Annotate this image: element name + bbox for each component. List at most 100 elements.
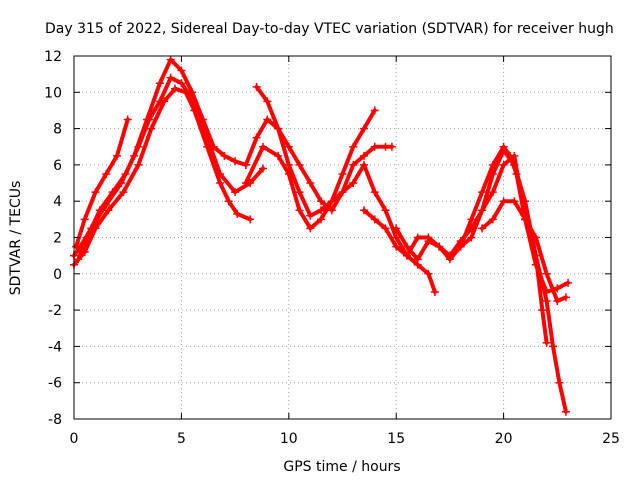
data-point-marker <box>74 255 83 264</box>
data-point-marker <box>521 215 530 224</box>
data-point-marker <box>177 66 186 75</box>
data-point-marker <box>370 142 379 151</box>
data-point-marker <box>370 215 379 224</box>
data-point-marker <box>274 124 283 133</box>
data-point-marker <box>435 242 444 251</box>
series-satellite-track-4 <box>72 115 132 251</box>
data-point-marker <box>274 151 283 160</box>
data-point-marker <box>531 251 540 260</box>
data-series <box>70 55 573 416</box>
y-tick-label: -8 <box>48 412 62 428</box>
data-point-marker <box>387 142 396 151</box>
data-point-marker <box>166 73 175 82</box>
data-point-marker <box>155 79 164 88</box>
data-point-marker <box>531 233 540 242</box>
data-point-marker <box>424 269 433 278</box>
data-point-marker <box>80 215 89 224</box>
series-satellite-track-11 <box>478 197 570 306</box>
y-tick-label: 12 <box>44 49 62 65</box>
series-satellite-track-7 <box>241 142 439 296</box>
data-point-marker <box>349 160 358 169</box>
x-tick-label: 0 <box>70 431 79 447</box>
data-point-marker <box>542 269 551 278</box>
data-point-marker <box>359 206 368 215</box>
series-satellite-track-2 <box>70 84 255 269</box>
data-point-marker <box>82 233 91 242</box>
data-point-marker <box>284 160 293 169</box>
data-point-marker <box>467 215 476 224</box>
x-axis: 0 5 10 15 20 25 <box>70 56 620 447</box>
y-axis-label: SDTVAR / TECUs <box>8 181 24 296</box>
data-point-marker <box>359 160 368 169</box>
x-axis-label: GPS time / hours <box>283 459 400 475</box>
y-tick-label: -4 <box>48 339 62 355</box>
data-point-marker <box>478 224 487 233</box>
data-point-marker <box>306 211 315 220</box>
data-point-marker <box>317 215 326 224</box>
data-point-marker <box>224 197 233 206</box>
data-point-marker <box>561 293 570 302</box>
series-line <box>254 84 377 218</box>
x-tick-label: 10 <box>280 431 298 447</box>
data-point-marker <box>349 179 358 188</box>
data-point-marker <box>392 242 401 251</box>
data-point-marker <box>112 151 121 160</box>
data-point-marker <box>555 378 564 387</box>
grid <box>74 56 611 419</box>
series-satellite-track-10 <box>456 151 570 416</box>
series-line <box>72 57 248 258</box>
series-line <box>243 144 437 294</box>
data-point-marker <box>72 242 81 251</box>
data-point-marker <box>445 251 454 260</box>
data-point-marker <box>134 142 143 151</box>
data-point-marker <box>370 188 379 197</box>
y-tick-label: 6 <box>53 158 62 174</box>
data-point-marker <box>413 233 422 242</box>
x-tick-label: 20 <box>495 431 513 447</box>
data-point-marker <box>246 215 255 224</box>
data-point-marker <box>338 188 347 197</box>
data-point-marker <box>510 197 519 206</box>
y-tick-label: 2 <box>53 231 62 247</box>
data-point-marker <box>542 297 551 306</box>
data-point-marker <box>338 169 347 178</box>
y-tick-label: -6 <box>48 376 62 392</box>
chart-title: Day 315 of 2022, Sidereal Day-to-day VTE… <box>45 21 614 37</box>
data-point-marker <box>349 142 358 151</box>
data-point-marker <box>478 188 487 197</box>
data-point-marker <box>102 169 111 178</box>
data-point-marker <box>392 224 401 233</box>
data-point-marker <box>177 79 186 88</box>
y-tick-label: 0 <box>53 267 62 283</box>
data-point-marker <box>499 146 508 155</box>
data-point-marker <box>488 215 497 224</box>
y-tick-label: 10 <box>44 85 62 101</box>
data-point-marker <box>306 179 315 188</box>
y-axis: -8 -6 -4 -2 0 2 4 6 8 10 12 <box>44 49 611 428</box>
data-point-marker <box>549 342 558 351</box>
data-point-marker <box>402 251 411 260</box>
data-point-marker <box>190 97 199 106</box>
data-point-marker <box>216 169 225 178</box>
data-point-marker <box>121 169 130 178</box>
data-point-marker <box>259 142 268 151</box>
data-point-marker <box>95 206 104 215</box>
data-point-marker <box>327 197 336 206</box>
data-point-marker <box>561 407 570 416</box>
data-point-marker <box>317 197 326 206</box>
data-point-marker <box>231 157 240 166</box>
data-point-marker <box>284 169 293 178</box>
series-line <box>458 153 568 414</box>
data-point-marker <box>252 133 261 142</box>
data-point-marker <box>216 179 225 188</box>
data-point-marker <box>553 297 562 306</box>
data-point-marker <box>488 188 497 197</box>
data-point-marker <box>263 115 272 124</box>
x-tick-label: 15 <box>387 431 405 447</box>
data-point-marker <box>241 179 250 188</box>
data-point-marker <box>119 188 128 197</box>
data-point-marker <box>108 188 117 197</box>
data-point-marker <box>327 206 336 215</box>
data-point-marker <box>424 237 433 246</box>
data-point-marker <box>220 151 229 160</box>
